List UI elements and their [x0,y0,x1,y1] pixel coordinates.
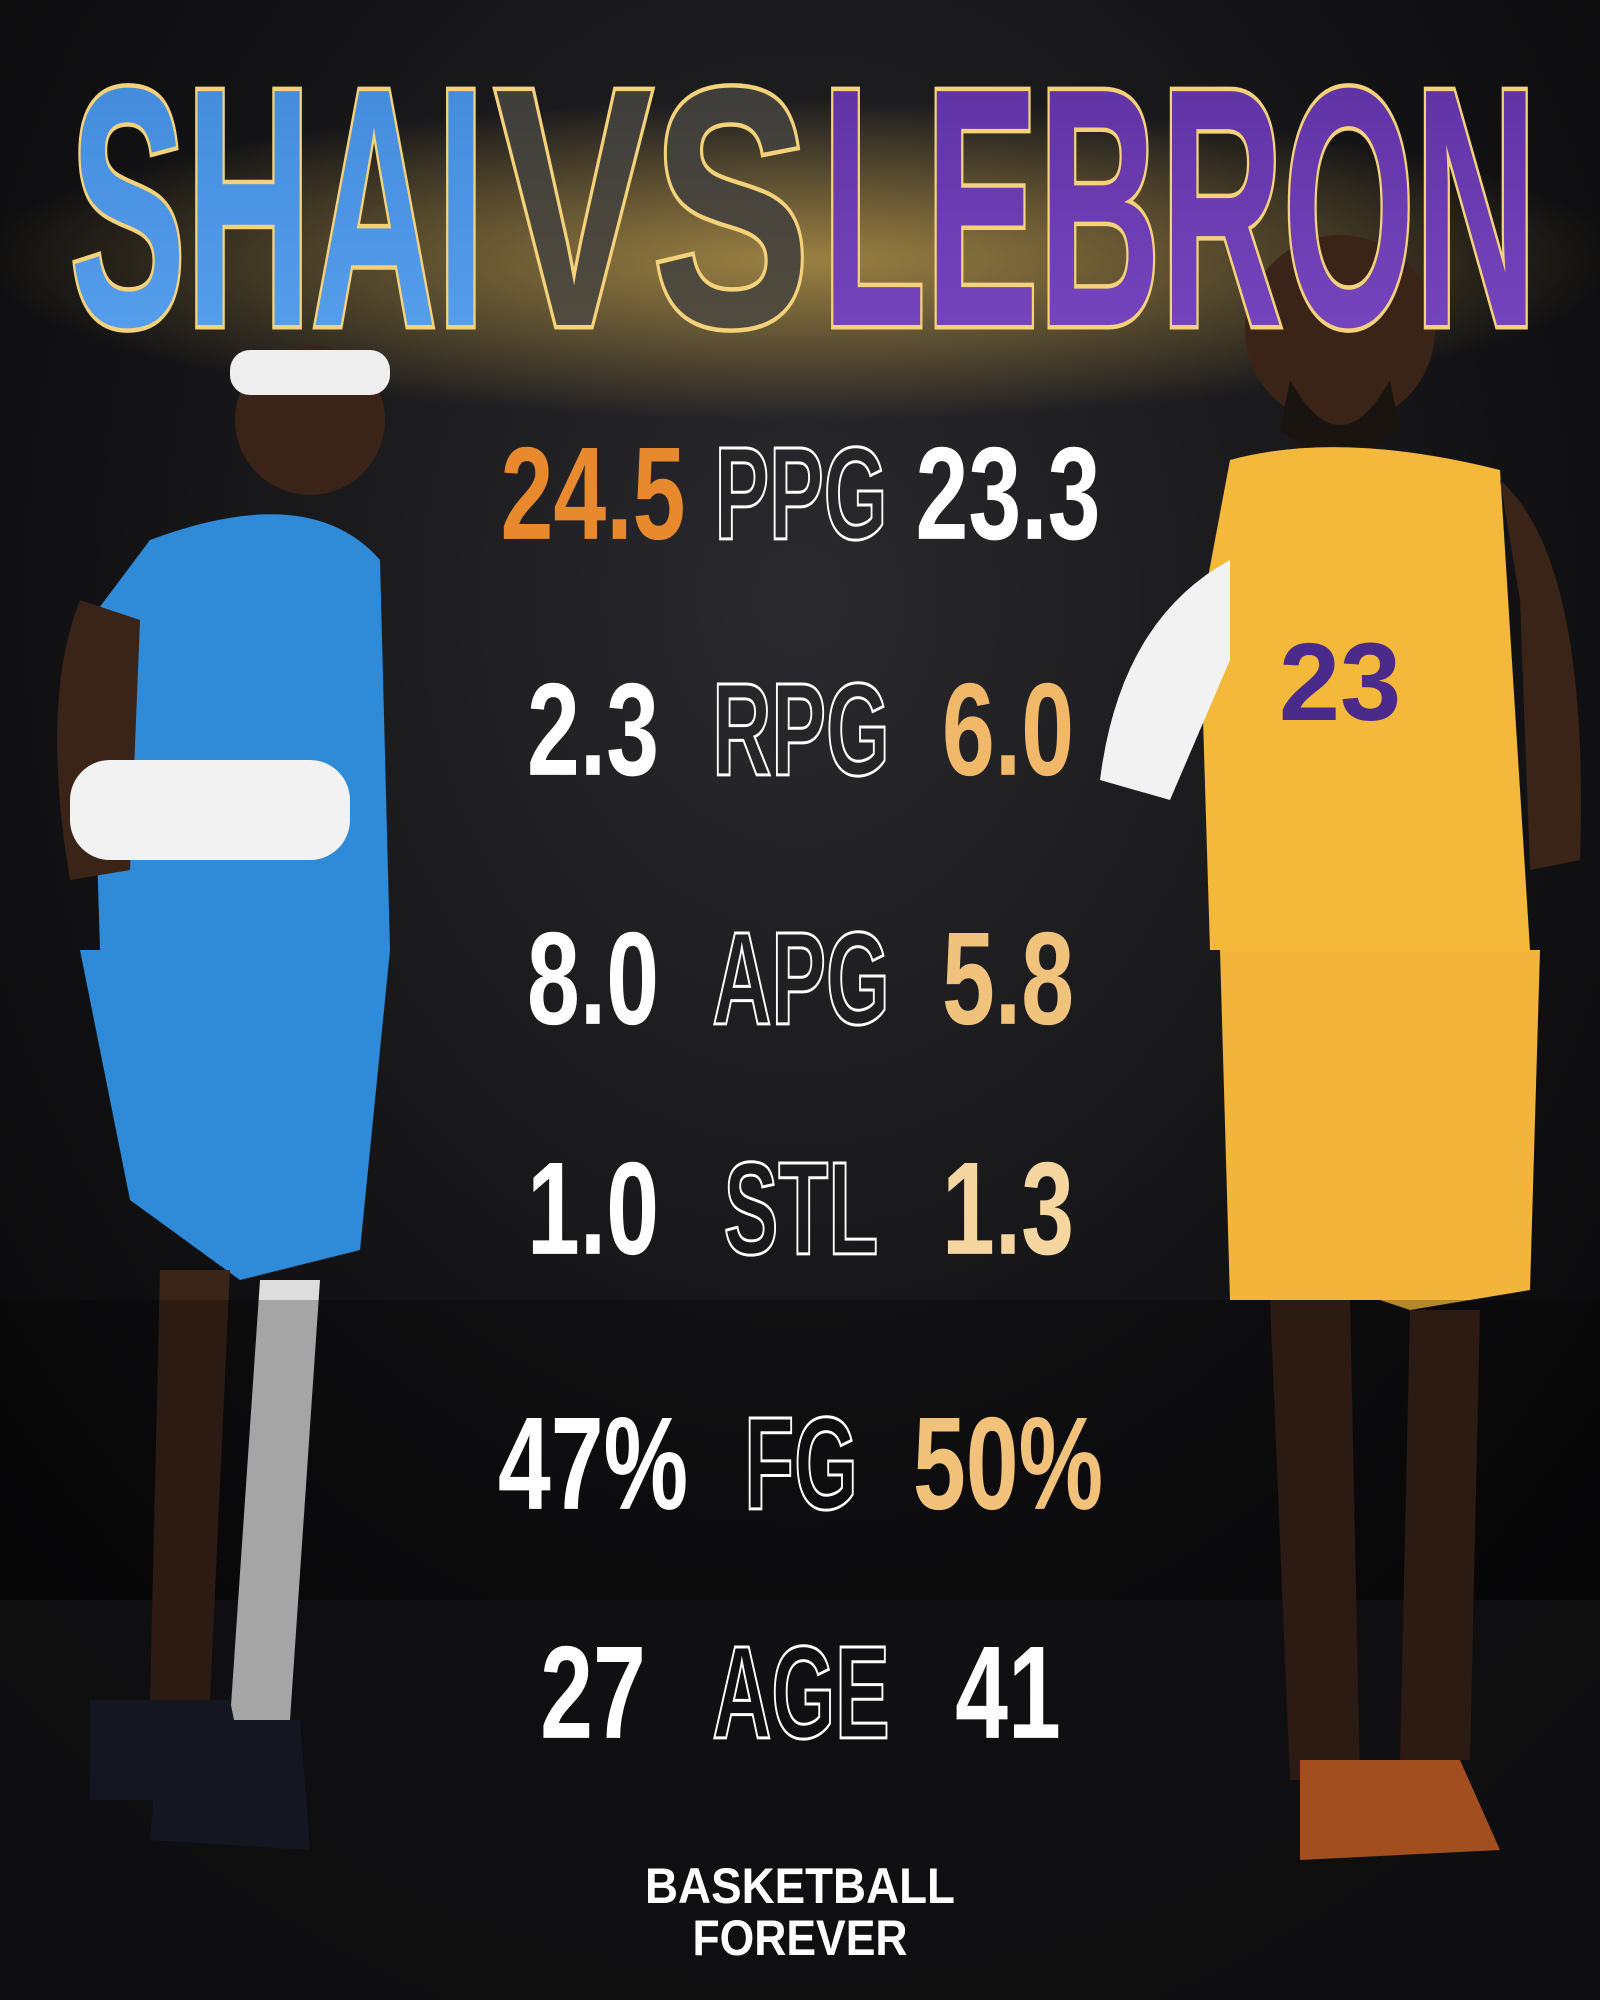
stat-label: RPG [712,657,889,804]
stats: 24.5 PPG 23.3 2.3 RPG 6.0 8.0 APG 5.8 1.0 STL 1.3 47… [498,420,1103,1768]
stat-right: 1.3 [942,1136,1074,1283]
stat-label: AGE [712,1620,889,1767]
stat-right: 41 [955,1620,1061,1767]
vignette [0,1300,1600,2000]
stat-label: STL [724,1136,879,1283]
right-player: 23 [1100,235,1581,1860]
stat-left: 1.0 [527,1136,659,1283]
stat-right: 6.0 [942,657,1074,804]
stat-left: 24.5 [501,421,686,568]
vs: VS [495,18,810,398]
stat-label: APG [712,906,889,1053]
stat-left: 27 [540,1620,646,1767]
left-player [57,345,390,1850]
stat-right: 50% [913,1391,1103,1538]
stat-label: FG [744,1391,858,1538]
title-glow [0,100,1600,420]
stat-left: 2.3 [527,657,659,804]
left-name: SHAI [70,18,485,398]
right-name: LEBRON [822,18,1537,398]
stat-left: 47% [498,1391,688,1538]
stat-label: PPG [715,421,888,568]
stat-right: 23.3 [916,421,1101,568]
footer-line2: FOREVER [693,1910,908,1966]
stat-left: 8.0 [527,906,659,1053]
stat-right: 5.8 [942,906,1074,1053]
footer-line1: BASKETBALL [645,1858,955,1914]
jersey-number: 23 [1279,621,1401,744]
title: SHAI VS LEBRON [66,14,1542,403]
